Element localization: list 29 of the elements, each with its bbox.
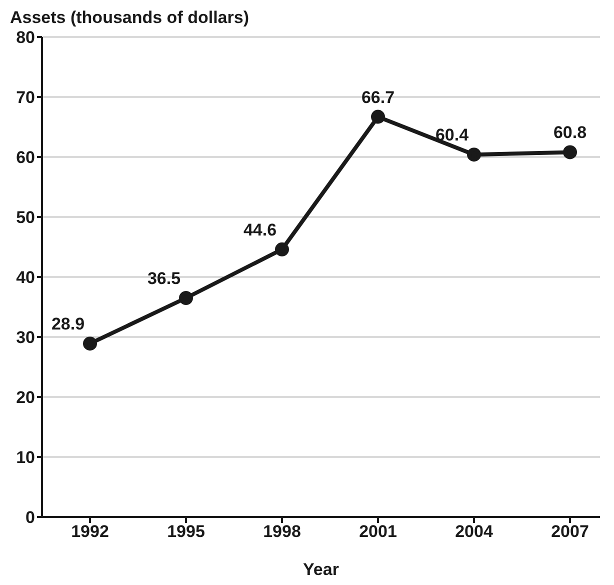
x-tick-label: 2001 xyxy=(359,522,397,542)
y-tick-label: 40 xyxy=(16,268,35,288)
data-label: 36.5 xyxy=(147,269,181,288)
data-label: 28.9 xyxy=(51,314,85,334)
point xyxy=(179,291,193,305)
y-tick-label: 10 xyxy=(16,448,35,468)
y-tick-label: 30 xyxy=(16,328,35,348)
point xyxy=(563,145,577,160)
y-tick-label: 70 xyxy=(16,88,35,108)
y-tick-label: 50 xyxy=(16,208,35,228)
point xyxy=(371,110,385,124)
point xyxy=(467,148,481,162)
y-tick-label: 0 xyxy=(26,508,35,528)
y-tick-label: 60 xyxy=(16,148,35,168)
x-tick-label: 2007 xyxy=(551,522,589,542)
data-label: 60.8 xyxy=(553,123,587,142)
x-tick-label: 2004 xyxy=(455,522,494,542)
x-tick-label: 1998 xyxy=(263,522,301,542)
y-axis-title: Assets (thousands of dollars) xyxy=(10,8,249,28)
x-tick-label: 1992 xyxy=(71,522,109,542)
x-tick-label: 1995 xyxy=(167,522,205,542)
y-tick-label: 20 xyxy=(16,388,35,408)
point xyxy=(83,336,97,351)
point xyxy=(275,242,289,256)
x-axis-title: Year xyxy=(303,560,340,579)
data-label: 60.4 xyxy=(435,126,470,145)
data-label: 66.7 xyxy=(361,88,395,107)
data-label: 44.6 xyxy=(243,220,277,240)
y-tick-label: 80 xyxy=(16,28,35,48)
